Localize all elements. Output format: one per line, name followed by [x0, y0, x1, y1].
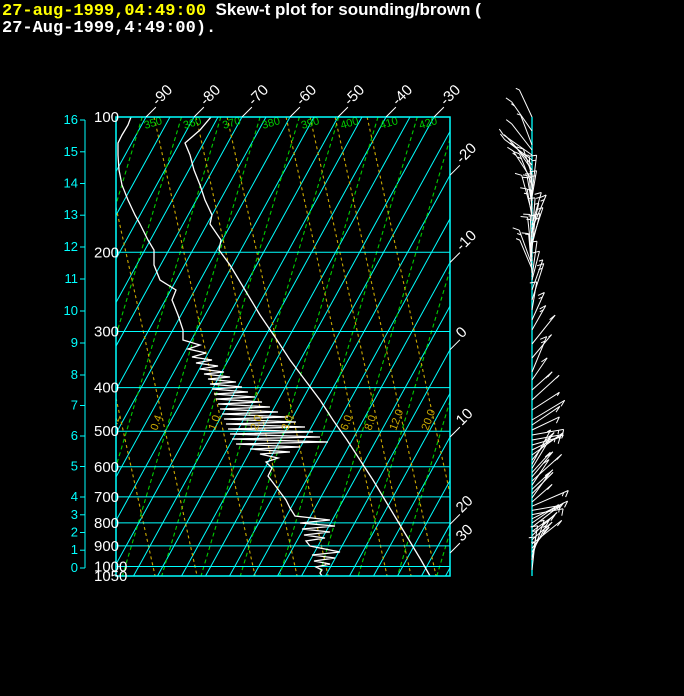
svg-text:8: 8: [71, 367, 78, 382]
svg-text:10: 10: [453, 405, 477, 429]
svg-text:0: 0: [71, 560, 78, 575]
svg-text:3: 3: [71, 507, 78, 522]
svg-text:400: 400: [94, 380, 119, 397]
svg-text:20: 20: [453, 492, 477, 516]
svg-text:6: 6: [71, 428, 78, 443]
svg-text:2: 2: [71, 525, 78, 540]
svg-text:5: 5: [71, 459, 78, 474]
svg-text:100: 100: [94, 109, 119, 126]
svg-text:10: 10: [64, 303, 78, 318]
svg-text:-70: -70: [245, 82, 272, 109]
svg-text:1.0: 1.0: [207, 414, 224, 432]
svg-text:300: 300: [94, 324, 119, 341]
svg-text:-20: -20: [453, 140, 480, 167]
svg-text:7: 7: [71, 398, 78, 413]
svg-text:-80: -80: [197, 82, 224, 109]
svg-text:-30: -30: [437, 82, 464, 109]
svg-text:600: 600: [94, 459, 119, 476]
svg-text:13: 13: [64, 207, 78, 222]
svg-text:1050: 1050: [94, 568, 127, 585]
svg-text:200: 200: [94, 244, 119, 261]
svg-text:-90: -90: [149, 82, 176, 109]
svg-text:500: 500: [94, 423, 119, 440]
svg-text:12: 12: [64, 239, 78, 254]
svg-text:11: 11: [65, 271, 79, 286]
svg-text:-50: -50: [341, 82, 368, 109]
svg-text:30: 30: [453, 521, 477, 545]
svg-text:800: 800: [94, 515, 119, 532]
svg-text:9: 9: [71, 335, 78, 350]
svg-text:700: 700: [94, 489, 119, 506]
svg-text:900: 900: [94, 538, 119, 555]
svg-text:0.4: 0.4: [149, 414, 166, 432]
svg-text:-40: -40: [389, 82, 416, 109]
svg-text:440: 440: [450, 268, 471, 285]
svg-text:4: 4: [71, 489, 78, 504]
svg-text:14: 14: [64, 176, 78, 191]
svg-text:0: 0: [453, 324, 471, 342]
svg-text:-60: -60: [293, 82, 320, 109]
svg-text:15: 15: [64, 144, 78, 159]
svg-text:-10: -10: [453, 227, 480, 254]
svg-text:16: 16: [64, 112, 78, 127]
svg-text:1: 1: [71, 542, 78, 557]
